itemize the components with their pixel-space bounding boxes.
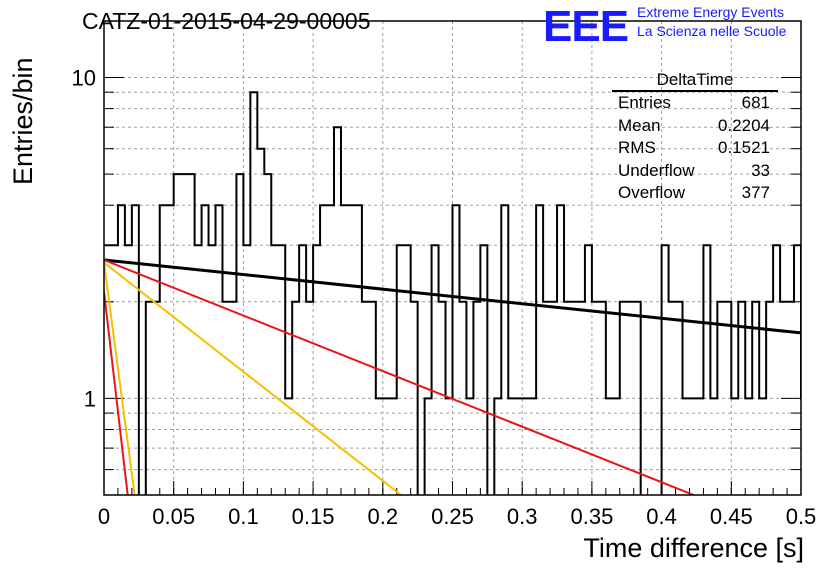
fit-line-yellow [104, 261, 402, 495]
histogram-series [104, 91, 801, 495]
stats-key: Entries [618, 93, 671, 112]
x-tick-label: 0.05 [152, 504, 195, 529]
logo-subtitle-line1: Extreme Energy Events [637, 4, 785, 20]
x-tick-label: 0.15 [292, 504, 335, 529]
stats-row: Mean 0.2204 [612, 115, 778, 138]
fit-line-yellow [104, 262, 136, 495]
stats-row: Overflow 377 [612, 182, 778, 205]
x-tick-label: 0.35 [570, 504, 613, 529]
x-tick-label: 0.5 [786, 504, 817, 529]
y-tick-label: 10 [72, 66, 96, 91]
stats-value: 377 [741, 183, 770, 202]
stats-value: 681 [741, 93, 770, 112]
stats-value: 33 [751, 160, 770, 180]
x-tick-label: 0.45 [710, 504, 753, 529]
stats-value: 0.2204 [718, 115, 770, 135]
fit-line-red [104, 259, 695, 495]
plot-frame [103, 20, 802, 496]
x-tick-label: 0.25 [431, 504, 474, 529]
stats-key: Mean [618, 115, 661, 135]
stats-row: Entries 681 [612, 92, 778, 115]
stats-row: Underflow 33 [612, 160, 778, 183]
stats-title: DeltaTime [612, 70, 778, 92]
stats-key: RMS [618, 138, 656, 157]
x-tick-label: 0 [98, 504, 110, 529]
chart-title: CATZ-01-2015-04-29-00005 [82, 8, 371, 34]
fit-line-red [104, 291, 129, 495]
x-tick-label: 0.1 [228, 504, 259, 529]
stats-value: 0.1521 [718, 138, 770, 157]
x-axis-label: Time difference [s] [583, 533, 804, 563]
x-tick-label: 0.2 [368, 504, 399, 529]
y-tick-label: 1 [84, 386, 96, 411]
stats-key: Overflow [618, 183, 686, 202]
stats-box: DeltaTime Entries 681 Mean 0.2204 RMS 0.… [612, 70, 778, 205]
eee-logo: EEE [543, 2, 629, 51]
stats-row: RMS 0.1521 [612, 137, 778, 160]
x-tick-label: 0.3 [507, 504, 538, 529]
fit-line-black [104, 258, 801, 335]
stats-key: Underflow [618, 160, 695, 180]
y-axis-label: Entries/bin [8, 57, 38, 185]
x-tick-label: 0.4 [646, 504, 677, 529]
logo-subtitle-line2: La Scienza nelle Scuole [637, 23, 787, 39]
